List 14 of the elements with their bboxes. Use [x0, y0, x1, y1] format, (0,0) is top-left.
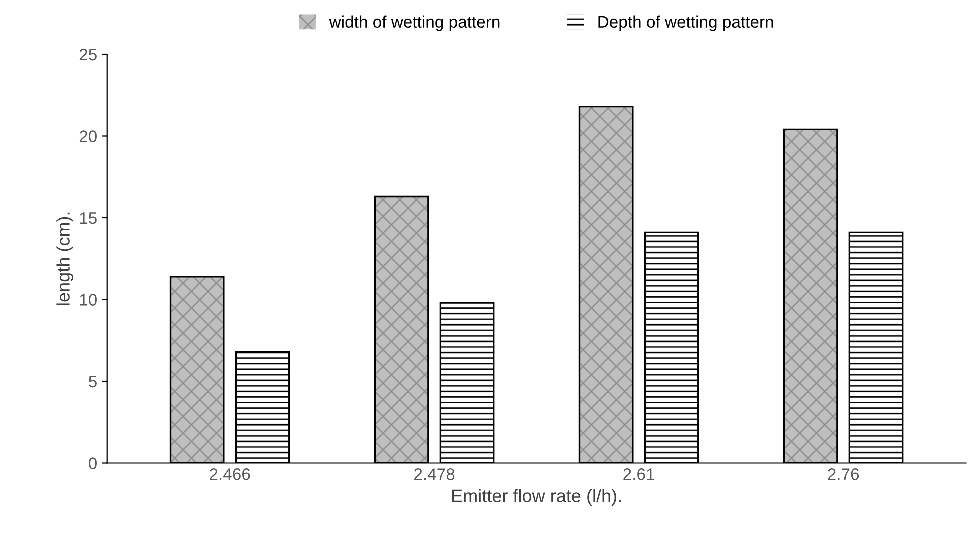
y-tick-label: 0 [89, 458, 97, 470]
y-tick-label: 10 [80, 294, 97, 306]
legend-label: Depth of wetting pattern [598, 16, 774, 32]
y-tick-label: 15 [80, 212, 97, 224]
y-axis-title: length (cm). [56, 212, 74, 306]
y-tick-label: 5 [89, 376, 97, 388]
x-tick-label: 2.76 [828, 468, 860, 480]
legend-label: width of wetting pattern [329, 16, 500, 32]
x-tick-label: 2.466 [210, 468, 250, 480]
y-tick-label: 25 [80, 48, 97, 61]
y-tick-label: 20 [80, 130, 97, 142]
x-tick-label: 2.478 [414, 468, 455, 480]
x-axis-title: Emitter flow rate (l/h). [452, 489, 621, 506]
x-tick-label: 2.61 [624, 468, 654, 480]
